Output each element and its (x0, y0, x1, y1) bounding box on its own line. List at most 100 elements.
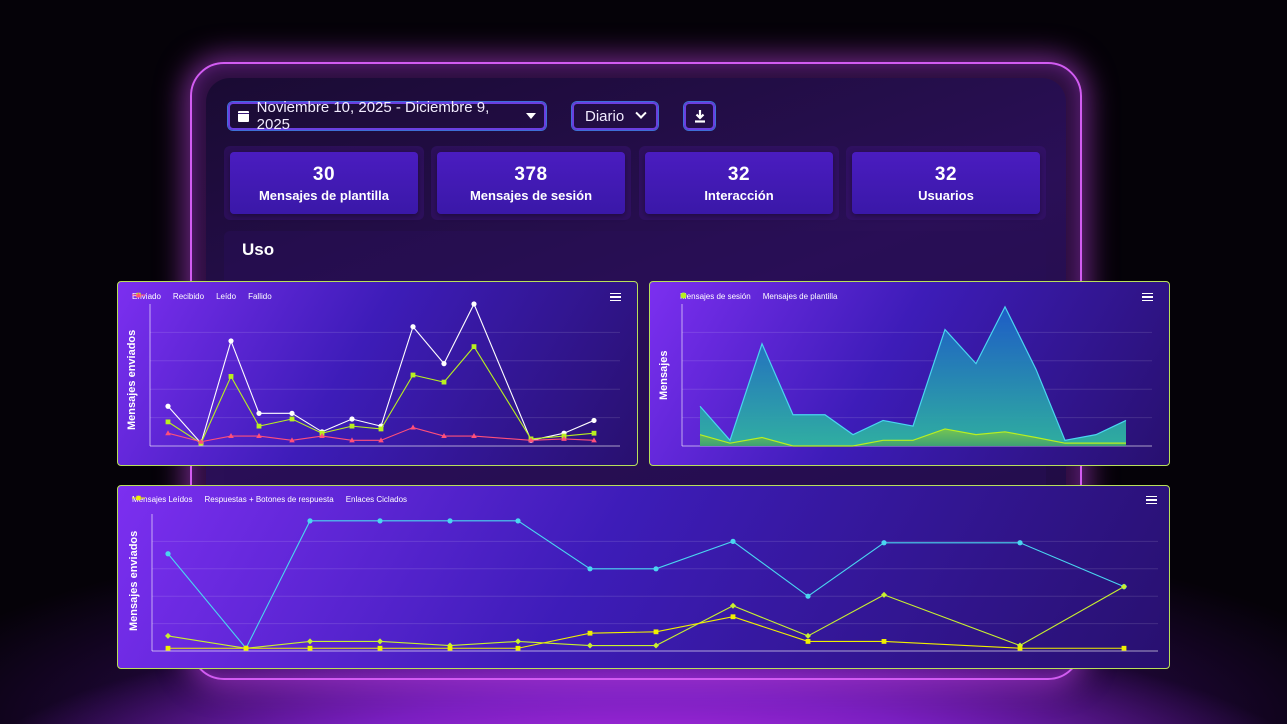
legend-label: Leído (216, 292, 237, 301)
kpi-card-session: 378 Mensajes de sesión (431, 146, 631, 220)
series-line (167, 426, 595, 443)
y-axis-label: Mensajes enviados (126, 329, 138, 430)
data-point (471, 301, 477, 307)
data-point (881, 591, 887, 598)
legend-item[interactable]: Enlaces Ciclados (132, 495, 408, 504)
kpi-label: Mensajes de sesión (469, 187, 593, 203)
data-point (447, 642, 453, 649)
data-point (307, 518, 313, 524)
legend-item[interactable]: Leído (132, 292, 237, 301)
calendar-icon (238, 110, 249, 122)
data-point (805, 632, 811, 639)
period-select[interactable]: Diario (572, 102, 658, 130)
data-point (591, 417, 597, 424)
data-point (349, 437, 355, 443)
kpi-card-template: 30 Mensajes de plantilla (224, 146, 424, 220)
data-point (515, 518, 521, 524)
legend-label: Mensajes de sesión (680, 292, 751, 301)
legend-label: Enviado (132, 292, 161, 301)
chart-menu-icon[interactable] (1146, 496, 1157, 504)
series-line (167, 520, 1125, 650)
data-point (165, 551, 171, 557)
data-point (561, 435, 567, 441)
y-axis-label: Mensajes enviados (128, 530, 140, 631)
data-point (378, 426, 384, 432)
data-point (1121, 645, 1127, 651)
data-point (441, 379, 447, 385)
data-point (349, 416, 355, 422)
series-line (699, 428, 1126, 447)
kpi-value: 32 (934, 163, 958, 185)
data-point (730, 538, 736, 544)
legend-item[interactable]: Recibido (132, 292, 205, 301)
date-range-label: Noviembre 10, 2025 - Diciembre 9, 2025 (256, 99, 490, 133)
chart-plot (681, 304, 1152, 447)
data-point (165, 645, 171, 651)
series-line (167, 302, 595, 445)
data-point (587, 642, 593, 649)
data-point (243, 645, 249, 651)
series-area (700, 428, 1126, 446)
data-point (410, 424, 416, 430)
series-line (699, 305, 1127, 442)
data-point (653, 629, 659, 635)
data-point (881, 540, 887, 546)
data-point (447, 645, 453, 651)
chart-menu-icon[interactable] (610, 293, 621, 301)
legend-item[interactable]: Respuestas + Botones de respuesta (132, 495, 334, 504)
data-point (515, 638, 521, 645)
data-point (1017, 540, 1023, 546)
legend-label: Enlaces Ciclados (345, 495, 408, 504)
legend-label: Recibido (172, 292, 205, 301)
legend-item[interactable]: Fallido (132, 292, 272, 301)
series-line (168, 616, 1124, 649)
legend-label: Fallido (248, 292, 272, 301)
legend-item[interactable]: Mensajes de plantilla (680, 292, 838, 301)
data-point (256, 410, 262, 416)
date-range-picker[interactable]: Noviembre 10, 2025 - Diciembre 9, 2025 (228, 99, 546, 133)
download-icon (694, 110, 705, 123)
data-point (591, 437, 597, 443)
data-point (881, 639, 887, 644)
data-point (730, 602, 736, 609)
kpi-label: Interacción (704, 187, 774, 203)
data-point (587, 566, 593, 572)
data-point (228, 433, 234, 439)
legend-label: Respuestas + Botones de respuesta (204, 495, 334, 504)
data-point (1017, 642, 1023, 649)
data-point (289, 410, 295, 416)
data-point (165, 430, 171, 436)
data-point (319, 433, 325, 439)
data-point (228, 338, 234, 344)
chart-plot (149, 301, 620, 447)
data-point (653, 566, 659, 572)
legend-label: Mensajes de plantilla (762, 292, 838, 301)
data-point (730, 614, 736, 620)
data-point (1017, 645, 1023, 651)
messages-sent-line-chart: Enviado Recibido Leído Fallido Mensajes … (117, 281, 638, 466)
data-point (377, 638, 383, 645)
chevron-down-icon (635, 107, 647, 119)
usage-title: Uso (242, 240, 275, 259)
data-point (378, 437, 384, 443)
data-point (307, 645, 313, 651)
data-point (805, 593, 811, 599)
engagement-line-chart: Mensajes Leídos Respuestas + Botones de … (117, 485, 1170, 669)
data-point (256, 423, 262, 429)
kpi-label: Mensajes de plantilla (258, 187, 390, 203)
data-point (256, 433, 262, 439)
data-point (471, 433, 477, 439)
chart-menu-icon[interactable] (1142, 293, 1153, 301)
legend-item[interactable]: Mensajes de sesión (680, 292, 751, 301)
chart-legend: Enviado Recibido Leído Fallido (132, 292, 272, 301)
data-point (377, 518, 383, 524)
data-point (1121, 583, 1127, 590)
data-point (410, 372, 416, 378)
chart-plot (151, 514, 1158, 652)
data-point (515, 645, 521, 651)
data-point (307, 638, 313, 645)
kpi-value: 378 (514, 163, 548, 185)
data-point (410, 324, 416, 330)
download-button[interactable] (684, 102, 715, 130)
kpi-card-users: 32 Usuarios (846, 146, 1046, 220)
